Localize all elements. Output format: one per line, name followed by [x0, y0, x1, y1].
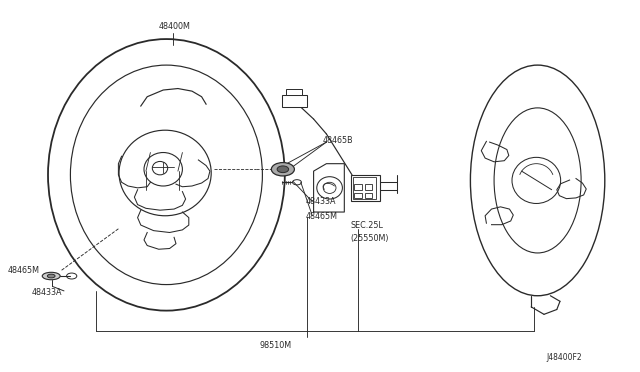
Bar: [282, 95, 307, 107]
Text: 48433A: 48433A: [32, 288, 63, 296]
Ellipse shape: [271, 163, 294, 176]
Bar: [353, 177, 376, 199]
Ellipse shape: [47, 274, 55, 278]
Ellipse shape: [42, 272, 60, 280]
Text: J48400F2: J48400F2: [547, 353, 582, 362]
Text: (25550M): (25550M): [351, 234, 389, 243]
Bar: [354, 184, 362, 190]
Text: 48465M: 48465M: [8, 266, 40, 275]
Bar: [354, 193, 362, 198]
Text: 98510M: 98510M: [259, 341, 291, 350]
Bar: [351, 175, 380, 201]
Text: 48400M: 48400M: [159, 22, 191, 31]
Bar: [365, 193, 372, 198]
Bar: [365, 184, 372, 190]
Text: SEC.25L: SEC.25L: [351, 221, 383, 230]
Text: 48433A: 48433A: [306, 197, 337, 206]
Ellipse shape: [277, 166, 289, 173]
Bar: [286, 89, 302, 95]
Text: 48465M: 48465M: [306, 212, 338, 221]
Text: 48465B: 48465B: [323, 136, 353, 145]
